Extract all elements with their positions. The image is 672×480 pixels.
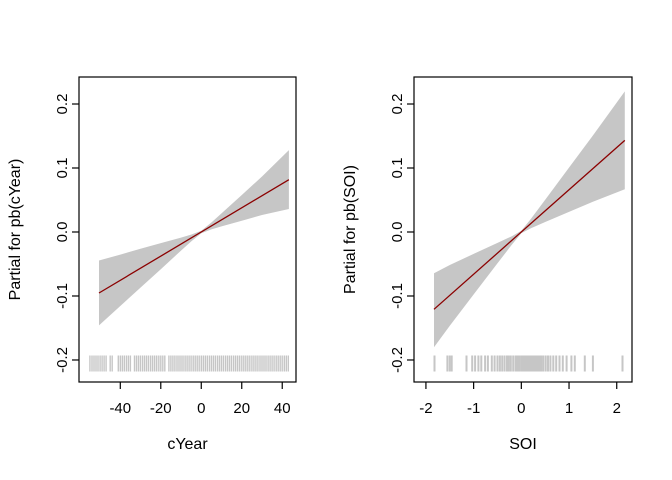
y-axis-title: Partial for pb(cYear) — [7, 159, 24, 301]
term-line — [98, 179, 290, 294]
x-axis-title: SOI — [509, 436, 537, 453]
y-tick-label: 0.2 — [54, 94, 71, 115]
confidence-band — [99, 150, 289, 326]
plot-box — [78, 76, 297, 383]
x-tick-label: -1 — [467, 400, 480, 417]
x-tick-label: 0 — [517, 400, 525, 417]
x-tick-label: 2 — [613, 400, 621, 417]
y-tick-label: 0.0 — [389, 222, 406, 243]
y-tick-label: 0.0 — [54, 222, 71, 243]
panel-SOI: -2 -1 0 1 2 0.2 0.1 0.0 -0.1 -0.2 SOI Partial for p… — [342, 76, 633, 453]
y-tick-label: -0.2 — [54, 347, 71, 373]
y-tick-label: 0.2 — [389, 94, 406, 115]
y-tick-label: 0.1 — [54, 158, 71, 179]
x-tick-label: -20 — [150, 400, 172, 417]
y-tick-label: -0.2 — [389, 347, 406, 373]
x-tick-label: 1 — [565, 400, 573, 417]
plot-box — [413, 76, 633, 383]
confidence-band — [434, 91, 625, 348]
y-tick-label: -0.1 — [389, 283, 406, 309]
x-tick-label: 40 — [274, 400, 291, 417]
panel-cYear: -40 -20 0 20 40 0.2 0.1 0.0 -0.1 -0.2 cYear Partial… — [7, 76, 297, 453]
y-tick-label: -0.1 — [54, 283, 71, 309]
x-tick-label: -40 — [109, 400, 131, 417]
y-axis-title: Partial for pb(SOI) — [342, 165, 359, 294]
x-tick-label: 0 — [197, 400, 205, 417]
x-tick-label: -2 — [419, 400, 432, 417]
x-tick-label: 20 — [233, 400, 250, 417]
term-line — [433, 139, 626, 310]
y-tick-label: 0.1 — [389, 158, 406, 179]
x-axis-title: cYear — [167, 436, 208, 453]
